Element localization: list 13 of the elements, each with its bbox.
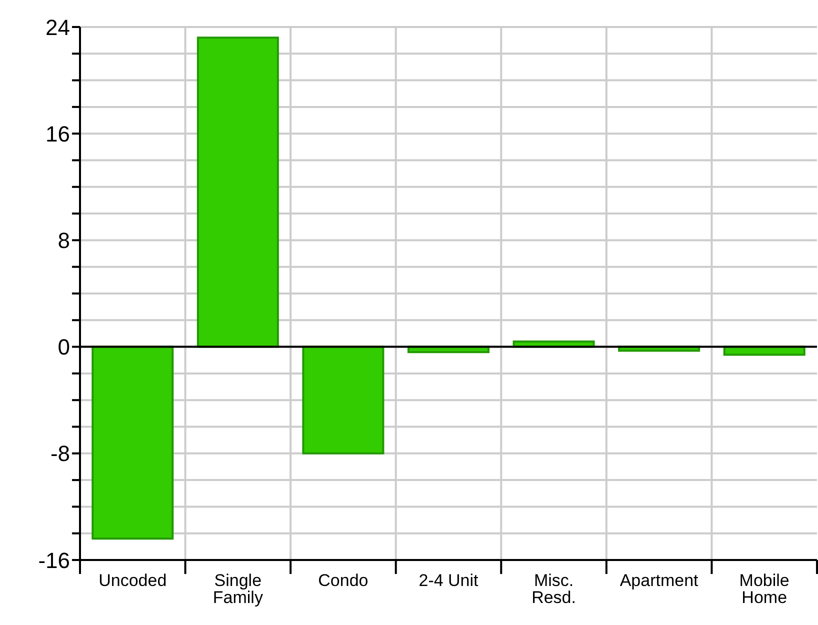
x-tick-label: Misc. Resd. (532, 571, 576, 608)
y-tick-label: -8 (50, 441, 70, 466)
y-tick-label: 24 (46, 14, 70, 40)
x-tick-label: Apartment (620, 571, 699, 590)
y-tick-label: -16 (38, 548, 70, 573)
y-tick-label: 8 (58, 228, 70, 254)
x-tick-label: Uncoded (98, 571, 167, 590)
y-tick-label: 16 (46, 121, 70, 146)
x-tick-label: Single Family (212, 571, 264, 608)
y-tick-label: 0 (58, 334, 70, 360)
x-tick-label: Condo (318, 571, 368, 590)
x-tick-label: Mobile Home (739, 571, 790, 608)
x-tick-label: 2-4 Unit (418, 571, 479, 590)
